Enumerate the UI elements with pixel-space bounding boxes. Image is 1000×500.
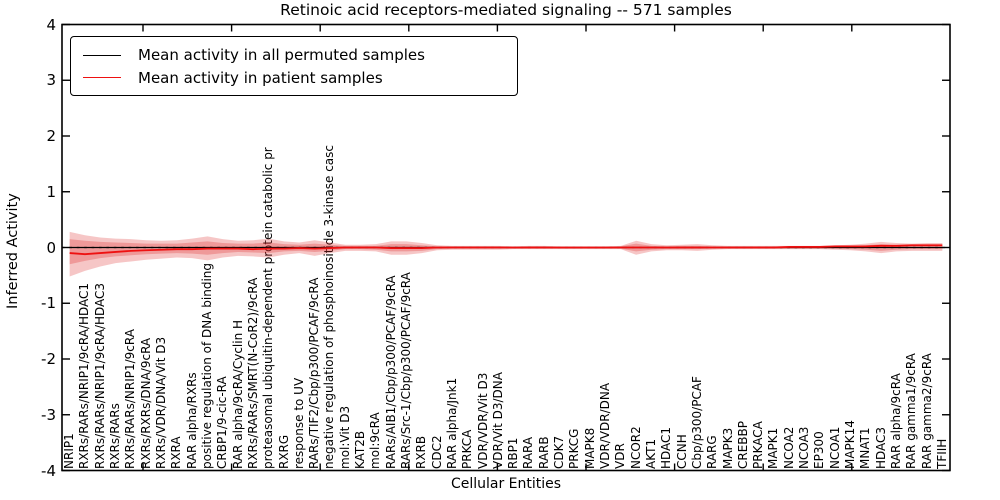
y-tick-label: -2 <box>41 350 56 368</box>
x-tick-label: response to UV <box>291 377 306 469</box>
x-tick-label: RAR alpha/9cRA <box>888 373 903 469</box>
x-tick-label: VDR/VDR/Vit D3 <box>475 372 490 469</box>
x-tick-label: RAR alpha/RXRs <box>184 372 199 469</box>
x-tick-label: MAPK14 <box>842 420 857 469</box>
x-axis-title: Cellular Entities <box>450 476 562 492</box>
x-tick-label: NCOA1 <box>827 426 842 469</box>
x-tick-label: RAR alpha/9cRA/Cyclin H <box>230 319 245 469</box>
chart-title: Retinoic acid receptors-mediated signali… <box>280 1 732 19</box>
x-tick-label: CDC2 <box>429 435 444 469</box>
legend-line-red-icon <box>83 77 121 79</box>
x-tick-label: RARG <box>705 435 720 469</box>
patient-mean-line <box>69 244 943 256</box>
x-tick-label: MAPK3 <box>720 427 735 469</box>
x-tick-label: TFIIH <box>934 438 949 469</box>
x-tick-label: NRIP1 <box>62 433 77 469</box>
y-tick-label: 1 <box>46 182 56 201</box>
legend-line-black-icon <box>83 54 121 56</box>
x-tick-label: CREBBP <box>735 421 750 469</box>
x-tick-label: RARs/TIF2/Cbp/p300/PCAF/9cRA <box>307 277 322 469</box>
x-tick-label: EP300 <box>812 431 827 469</box>
x-tick-label: CDK7 <box>552 435 567 469</box>
x-tick-label: HDAC3 <box>873 426 888 469</box>
x-tick-label: NCOA2 <box>781 426 796 469</box>
x-tick-label: RXRA <box>169 436 184 469</box>
x-tick-label: RXRs/RARs <box>108 403 123 469</box>
y-tick-label: -4 <box>41 461 56 480</box>
y-tick-label: 2 <box>46 127 56 145</box>
x-tick-label: RARA <box>521 436 536 469</box>
x-tick-label: NCOA3 <box>797 426 812 469</box>
x-tick-label: PRKCA <box>460 429 475 469</box>
x-tick-label: PRKACA <box>751 421 766 469</box>
x-tick-label: RXRs/RARs/NRIP1/9cRA/HDAC1 <box>77 282 92 469</box>
x-tick-label: RXRs/VDR/DNA/Vit D3 <box>154 336 169 469</box>
y-tick-label: 0 <box>46 238 56 257</box>
x-tick-label: RXRs/RARs/NRIP1/9cRA <box>123 329 138 469</box>
y-tick-label: 4 <box>46 15 56 34</box>
legend-entry-permuted: Mean activity in all permuted samples <box>83 44 505 67</box>
y-tick-label: -1 <box>41 294 56 313</box>
x-tick-label: RARs/Src-1/Cbp/p300/PCAF/9cRA <box>398 272 413 469</box>
x-tick-label: RARs/AIB1/Cbp/p300/PCAF/9cRA <box>383 275 398 469</box>
x-tick-label: MNAT1 <box>858 427 873 469</box>
y-tick-label: 3 <box>46 71 56 90</box>
x-tick-label: RXRs/RARs/SMRT(N-CoR2)/9cRA <box>245 277 260 469</box>
x-tick-label: positive regulation of DNA binding <box>199 263 214 469</box>
x-tick-label: NCOR2 <box>628 426 643 469</box>
x-tick-label: PRKCG <box>567 428 582 469</box>
confidence-band-inner <box>69 239 943 265</box>
x-tick-label: Cbp/p300/PCAF <box>689 376 704 469</box>
legend-label-permuted: Mean activity in all permuted samples <box>138 46 425 65</box>
x-tick-label: CCNH <box>674 434 689 469</box>
x-tick-label: VDR/VDR/DNA <box>598 382 613 469</box>
x-tick-label: KAT2B <box>353 430 368 469</box>
x-tick-label: RBP1 <box>506 437 521 469</box>
x-tick-label: mol:Vit D3 <box>337 405 352 469</box>
x-tick-label: MAPK8 <box>582 427 597 469</box>
x-tick-label: mol:9cRA <box>368 412 383 469</box>
x-tick-label: RXRs/RXRs/DNA/9cRA <box>138 337 153 469</box>
x-tick-label: RAR gamma2/9cRA <box>919 353 934 469</box>
x-tick-label: RXRs/RARs/NRIP1/9cRA/HDAC3 <box>92 282 107 469</box>
y-axis-title: Inferred Activity <box>5 193 21 309</box>
legend-entry-patient: Mean activity in patient samples <box>83 67 505 90</box>
x-tick-label: proteasomal ubiquitin-dependent protein … <box>261 147 276 469</box>
x-tick-label: VDR <box>613 443 628 469</box>
y-tick-label: -3 <box>41 405 56 424</box>
x-tick-label: negative regulation of phosphoinositide … <box>322 145 337 469</box>
legend: Mean activity in all permuted samples Me… <box>70 36 518 96</box>
x-tick-label: CRBP1/9-cic-RA <box>215 376 230 469</box>
x-tick-label: AKT1 <box>643 438 658 469</box>
legend-label-patient: Mean activity in patient samples <box>138 68 383 87</box>
x-tick-label: HDAC1 <box>659 426 674 469</box>
x-tick-label: RXRG <box>276 434 291 469</box>
x-tick-label: RAR alpha/Jnk1 <box>444 377 459 469</box>
x-tick-label: RXRB <box>414 435 429 469</box>
x-tick-label: VDR/Vit D3/DNA <box>490 372 505 469</box>
x-tick-label: RAR gamma1/9cRA <box>904 353 919 469</box>
x-tick-label: RARB <box>536 436 551 469</box>
x-tick-label: MAPK1 <box>766 427 781 469</box>
